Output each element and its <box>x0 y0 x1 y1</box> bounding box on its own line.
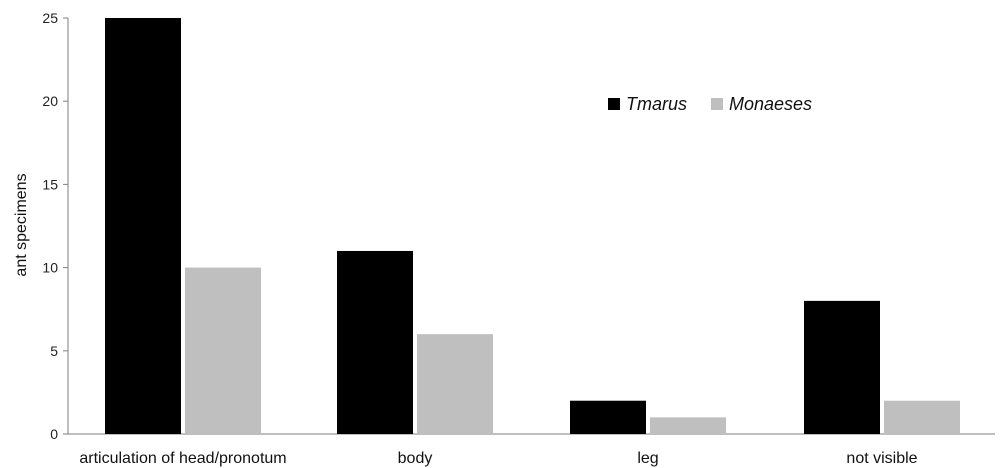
bar-tmarus-0 <box>105 18 181 434</box>
bar-monaeses-2 <box>650 417 726 434</box>
y-tick-label: 20 <box>42 93 58 109</box>
category-labels: articulation of head/pronotum body leg not … <box>79 450 917 467</box>
legend: Tmarus Monaeses <box>608 94 812 114</box>
bar-tmarus-1 <box>337 250 413 434</box>
x-category-label: body <box>398 450 433 467</box>
y-axis: 0 5 10 15 20 25 <box>42 10 69 442</box>
bar-tmarus-3 <box>804 300 880 434</box>
bar-tmarus-2 <box>570 400 646 434</box>
y-axis-title: ant specimens <box>13 173 30 276</box>
bar-monaeses-1 <box>417 334 493 434</box>
x-category-label: not visible <box>846 450 917 467</box>
bars <box>105 18 960 434</box>
legend-swatch-monaeses <box>711 98 723 110</box>
bar-monaeses-0 <box>185 267 261 434</box>
x-category-label: leg <box>637 450 658 467</box>
bar-monaeses-3 <box>884 400 960 434</box>
y-tick-label: 25 <box>42 10 58 26</box>
legend-label-monaeses: Monaeses <box>729 94 812 114</box>
legend-swatch-tmarus <box>608 98 620 110</box>
y-tick-label: 5 <box>50 343 58 359</box>
y-tick-label: 0 <box>50 426 58 442</box>
y-tick-label: 10 <box>42 260 58 276</box>
y-tick-label: 15 <box>42 176 58 192</box>
legend-label-tmarus: Tmarus <box>626 94 687 114</box>
x-category-label: articulation of head/pronotum <box>79 450 286 467</box>
y-axis-title-group: ant specimens <box>13 173 30 276</box>
